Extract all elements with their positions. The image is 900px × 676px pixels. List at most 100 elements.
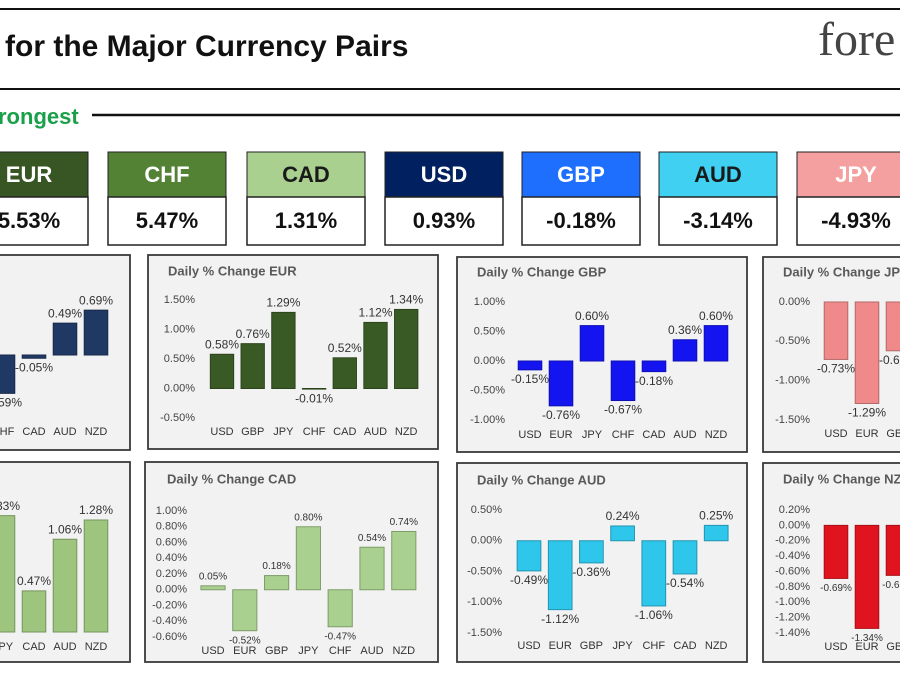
value-label: 0.05% (199, 571, 227, 582)
x-tick-label: AUD (53, 426, 76, 438)
value-label: -0.36% (572, 565, 610, 579)
x-tick-label: JPY (298, 645, 319, 657)
value-label: 0.76% (236, 327, 270, 341)
bar (332, 357, 357, 390)
x-tick-label: GBP (265, 645, 288, 657)
y-tick-label: 0.20% (156, 568, 187, 580)
value-label: 0.58% (205, 337, 239, 351)
tile-value-box (0, 196, 89, 246)
x-tick-label: CHF (642, 640, 665, 652)
x-tick-label: NZD (705, 640, 728, 652)
value-label: 1.06% (48, 522, 82, 536)
x-tick-label: GBP (886, 641, 900, 653)
x-tick-label: CHF (0, 426, 15, 438)
tile-currency: AUD (694, 162, 742, 187)
value-label: -0.62% (879, 353, 900, 367)
y-tick-label: 0.00% (779, 296, 810, 308)
bar (517, 360, 543, 371)
chart-title: Daily % Change JPY (783, 264, 900, 279)
tile-currency: EUR (6, 162, 53, 187)
logo: fore (818, 13, 895, 66)
bar (703, 325, 729, 362)
tile-header (384, 151, 504, 198)
bar (327, 589, 353, 628)
y-tick-label: -0.20% (152, 599, 187, 611)
x-tick-label: CHF (612, 429, 635, 441)
y-tick-label: -1.50% (467, 627, 502, 639)
tile-change: 0.93% (413, 208, 475, 233)
y-tick-label: -1.20% (775, 612, 810, 624)
tile-header (107, 151, 227, 198)
y-tick-label: -1.00% (775, 596, 810, 608)
tile-value-box (246, 196, 366, 246)
bar (641, 540, 667, 607)
bar (271, 311, 296, 390)
x-tick-label: EUR (233, 645, 256, 657)
x-tick-label: USD (201, 645, 224, 657)
value-label: -0.73% (817, 362, 855, 376)
bar (21, 590, 47, 633)
y-tick-label: 0.80% (156, 521, 187, 533)
value-label: -0.15% (511, 372, 549, 386)
x-tick-label: NZD (85, 426, 108, 438)
tile-change: -4.93% (821, 208, 891, 233)
value-label: 0.60% (575, 309, 609, 323)
tile-currency: CHF (144, 162, 189, 187)
bar (394, 308, 419, 389)
y-tick-label: 0.00% (471, 535, 502, 547)
y-tick-label: -0.20% (775, 535, 810, 547)
value-label: 0.18% (262, 561, 290, 572)
x-tick-label: CAD (642, 429, 665, 441)
y-tick-label: -1.00% (775, 375, 810, 387)
x-tick-label: JPY (613, 640, 634, 652)
bar (516, 540, 542, 572)
y-tick-label: 0.50% (474, 325, 505, 337)
bar (579, 325, 605, 362)
bar (672, 540, 698, 575)
tile-change: 5.53% (0, 208, 60, 233)
y-tick-label: 1.50% (164, 294, 195, 306)
value-label: 1.12% (358, 306, 392, 320)
x-tick-label: USD (517, 640, 540, 652)
bar (0, 515, 16, 633)
value-label: 1.34% (389, 293, 423, 307)
value-label: -0.65% (882, 580, 900, 591)
value-label: 0.24% (606, 509, 640, 523)
tile-header (521, 151, 641, 198)
value-label: -0.76% (542, 408, 580, 422)
x-tick-label: AUD (53, 641, 76, 653)
value-label: -1.29% (848, 406, 886, 420)
value-label: -0.59% (0, 396, 22, 410)
value-label: -1.06% (635, 608, 673, 622)
tile-value-box (384, 196, 504, 246)
tile-currency: CAD (282, 162, 330, 187)
bar (641, 360, 667, 373)
value-label: -0.01% (295, 391, 333, 405)
x-tick-label: GBP (886, 428, 900, 440)
bar (83, 309, 109, 356)
bar (232, 589, 258, 632)
x-tick-label: CAD (22, 426, 45, 438)
x-tick-label: GBP (241, 426, 264, 438)
value-label: -0.69% (820, 583, 852, 594)
y-tick-label: 0.20% (779, 504, 810, 516)
x-tick-label: AUD (673, 429, 696, 441)
bar (240, 343, 265, 390)
value-label: -0.54% (666, 576, 704, 590)
value-label: 1.33% (0, 499, 20, 513)
bar (885, 524, 900, 576)
value-label: -0.18% (635, 374, 673, 388)
value-label: 0.60% (699, 309, 733, 323)
value-label: 0.47% (17, 574, 51, 588)
ranking-label: rongest (0, 104, 79, 129)
x-tick-label: JPY (273, 426, 294, 438)
bar (209, 353, 235, 389)
x-tick-label: USD (210, 426, 233, 438)
value-label: 0.52% (328, 341, 362, 355)
tile-header (658, 151, 778, 198)
tile-value-box (796, 196, 900, 246)
tile-header (0, 151, 89, 198)
x-tick-label: AUD (364, 426, 387, 438)
